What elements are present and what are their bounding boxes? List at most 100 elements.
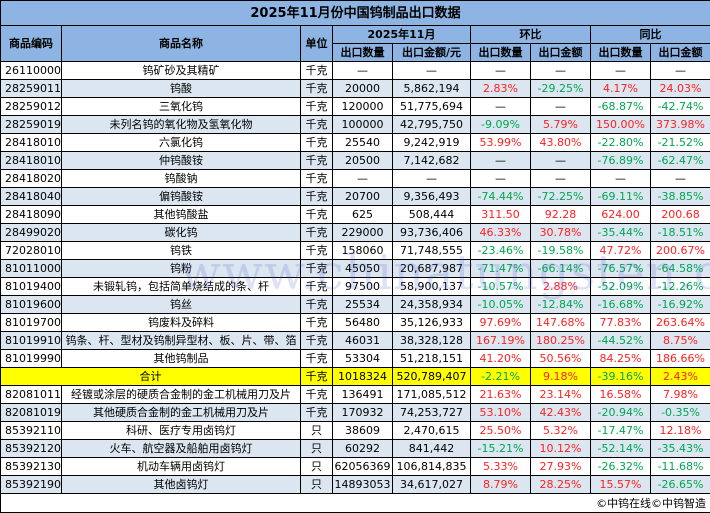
cell-code: 81019990: [0, 349, 62, 368]
cell-mom-amt: 147.68%: [530, 313, 591, 332]
cell-qty: 1018324: [332, 367, 393, 386]
cell-mom-amt: —: [530, 61, 591, 80]
cell-code: 72028010: [0, 241, 62, 260]
cell-unit: 千克: [300, 403, 333, 422]
cell-amount: 38,328,128: [392, 331, 471, 350]
cell-unit: 千克: [300, 223, 333, 242]
table-row: 81019990 其他钨制品 千克 53304 51,218,151 41.20% 50.5…: [0, 349, 710, 368]
cell-amount: 51,775,694: [392, 97, 471, 116]
cell-mom-amt: 42.43%: [530, 403, 591, 422]
table-row: 81011000 钨粉 千克 45050 20,687,987 -71.47% -66.14…: [0, 259, 710, 278]
cell-unit: 千克: [300, 277, 333, 296]
cell-amount: 520,789,407: [392, 367, 471, 386]
cell-qty: 25534: [332, 295, 393, 314]
table-row: 85392130 机动车辆用卤钨灯只 62056369 106,814,835 5.33…: [0, 457, 710, 476]
cell-yoy-qty: 47.72%: [590, 241, 651, 260]
cell-amount: 74,253,727: [392, 403, 471, 422]
cell-qty: 56480: [332, 313, 393, 332]
header-yoy: 同比: [589, 25, 710, 44]
cell-yoy-amt: 200.67%: [649, 241, 710, 260]
cell-yoy-qty: 4.17%: [590, 79, 651, 98]
cell-mom-qty: 53.10%: [470, 403, 531, 422]
cell-amount: 35,126,933: [392, 313, 471, 332]
cell-code: 28418090: [0, 205, 62, 224]
cell-yoy-qty: -16.68%: [590, 295, 651, 314]
cell-amount: 93,736,406: [392, 223, 471, 242]
cell-yoy-amt: 186.66%: [649, 349, 710, 368]
cell-amount: —: [392, 61, 471, 80]
table-row: 28499020 碳化钨 千克 229000 93,736,406 46.33% 30.78…: [0, 223, 710, 242]
cell-name: 经镀或涂层的硬质合金制的金工机械用刀及片: [61, 385, 301, 404]
cell-mom-qty: 5.33%: [470, 457, 531, 476]
table-row: 81019400 未锻轧钨，包括简单烧结成的条、杆 千克 97500 58,900,13…: [0, 277, 710, 296]
cell-amount: 42,795,750: [392, 115, 471, 134]
cell-qty: 46031: [332, 331, 393, 350]
table-row: 82081011 经镀或涂层的硬质合金制的金工机械用刀及片 千克 136491 171,…: [0, 385, 710, 404]
cell-mom-amt: -29.25%: [530, 79, 591, 98]
header-period: 2025年11月: [332, 25, 471, 44]
cell-yoy-amt: -62.47%: [649, 151, 710, 170]
cell-name: 仲钨酸铵: [61, 151, 301, 170]
cell-name: 钨矿砂及其精矿: [61, 61, 301, 80]
cell-code: 85392110: [0, 421, 62, 440]
cell-name: 其他卤钨灯: [61, 475, 301, 494]
cell-amount: 51,218,151: [392, 349, 471, 368]
cell-yoy-amt: 12.18%: [649, 421, 710, 440]
cell-mom-qty: 21.63%: [470, 385, 531, 404]
cell-unit: 千克: [300, 313, 333, 332]
cell-code: 28259011: [0, 79, 62, 98]
cell-mom-qty: -74.44%: [470, 187, 531, 206]
cell-amount: 7,142,682: [392, 151, 471, 170]
cell-mom-qty: 41.20%: [470, 349, 531, 368]
cell-amount: 9,242,919: [392, 133, 471, 152]
cell-mom-amt: 43.80%: [530, 133, 591, 152]
cell-yoy-qty: -44.52%: [590, 331, 651, 350]
header-name: 商品名称: [61, 25, 301, 62]
cell-qty: 120000: [332, 97, 393, 116]
cell-yoy-amt: —: [649, 61, 710, 80]
cell-amount: 508,444: [392, 205, 471, 224]
cell-mom-amt: 5.32%: [530, 421, 591, 440]
cell-yoy-qty: -68.87%: [590, 97, 651, 116]
cell-mom-qty: -15.21%: [470, 439, 531, 458]
cell-code: 28259019: [0, 115, 62, 134]
cell-code: 81019400: [0, 277, 62, 296]
header-amount-yuan: 出口金额/元: [392, 43, 471, 62]
cell-mom-qty: —: [470, 169, 531, 188]
cell-code: 28418040: [0, 187, 62, 206]
cell-code: 28499020: [0, 223, 62, 242]
cell-unit: 千克: [300, 151, 333, 170]
cell-mom-qty: —: [470, 151, 531, 170]
cell-mom-qty: -2.21%: [470, 367, 531, 386]
cell-qty: 20700: [332, 187, 393, 206]
header-code: 商品编码: [0, 25, 62, 62]
cell-yoy-amt: -38.85%: [649, 187, 710, 206]
cell-unit: 只: [300, 475, 333, 494]
cell-mom-amt: 27.93%: [530, 457, 591, 476]
cell-amount: 34,617,027: [392, 475, 471, 494]
cell-code: 82081019: [0, 403, 62, 422]
table-row: 28418090 其他钨酸盐 千克 625 508,444 311.50 92.28 624.…: [0, 205, 710, 224]
cell-code: 82081011: [0, 385, 62, 404]
cell-yoy-qty: -76.89%: [590, 151, 651, 170]
cell-unit: 只: [300, 421, 333, 440]
table-row: 85392110 科研、医疗专用卤钨灯只 38609 2,470,615 25.50% 5…: [0, 421, 710, 440]
table-row: 82081019 其他硬质合金制的金工机械用刀及片 千克 170932 74,253,7…: [0, 403, 710, 422]
cell-code: 81019910: [0, 331, 62, 350]
cell-amount: —: [392, 169, 471, 188]
cell-mom-amt: —: [530, 97, 591, 116]
cell-unit: 千克: [300, 241, 333, 260]
cell-qty: —: [332, 61, 393, 80]
table-row: 28418040 偏钨酸铵 千克 20700 9,356,493 -74.44% -72.2…: [0, 187, 710, 206]
cell-yoy-qty: 15.57%: [590, 475, 651, 494]
cell-name: 钨粉: [61, 259, 301, 278]
cell-name: 钨酸: [61, 79, 301, 98]
cell-yoy-qty: -22.80%: [590, 133, 651, 152]
cell-mom-qty: -10.57%: [470, 277, 531, 296]
cell-unit: 千克: [300, 97, 333, 116]
cell-mom-qty: -71.47%: [470, 259, 531, 278]
table-row: 81019600 钨丝 千克 25534 24,358,934 -10.05% -12.84…: [0, 295, 710, 314]
cell-mom-amt: 30.78%: [530, 223, 591, 242]
cell-code: 28418010: [0, 151, 62, 170]
